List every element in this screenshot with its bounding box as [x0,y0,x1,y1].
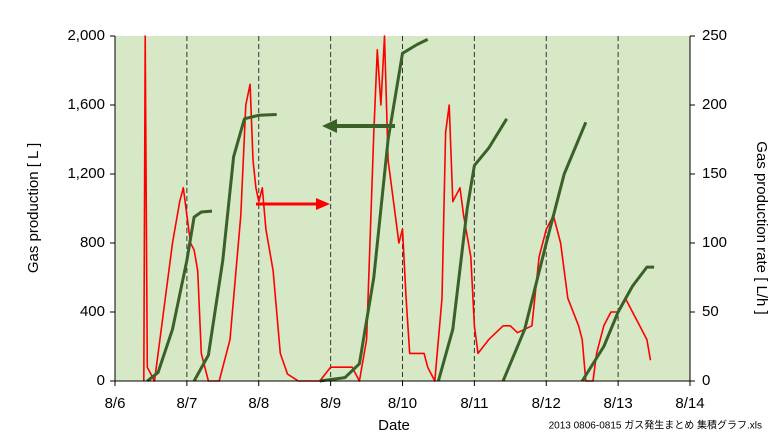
y2-tick-label: 50 [702,303,719,320]
y-tick-label: 1,200 [67,165,105,182]
y2-tick-label: 0 [702,372,710,389]
y-tick-label: 800 [80,234,105,251]
x-tick-label: 8/6 [105,395,126,412]
y2-tick-label: 200 [702,96,727,113]
arrow-head [316,198,330,210]
x-tick-label: 8/14 [675,395,704,412]
series-line [146,38,655,383]
x-tick-label: 8/7 [176,395,197,412]
y-tick-label: 0 [97,372,105,389]
y2-tick-label: 150 [702,165,727,182]
x-tick-label: 8/9 [320,395,341,412]
y-tick-label: 1,600 [67,96,105,113]
annotations [256,119,395,210]
x-tick-label: 8/11 [460,395,488,412]
x-tick-label: 8/13 [604,395,633,412]
y-tick-label: 2,000 [67,27,105,44]
marks [143,35,655,383]
x-tick-label: 8/12 [532,395,561,412]
y2-tick-label: 100 [702,234,727,251]
x-axis-title: Date [378,417,410,434]
y2-tick-label: 250 [702,27,727,44]
footnote: 2013 0806-0815 ガス発生まとめ 集積グラフ.xls [549,419,762,432]
y-axis-title: Gas production [ L ] [25,143,42,273]
y-tick-label: 400 [80,303,105,320]
arrow-head [322,119,337,133]
y2-axis-title: Gas production rate [ L/h ] [753,141,768,314]
x-tick-label: 8/10 [388,395,417,412]
x-tick-label: 8/8 [248,395,269,412]
